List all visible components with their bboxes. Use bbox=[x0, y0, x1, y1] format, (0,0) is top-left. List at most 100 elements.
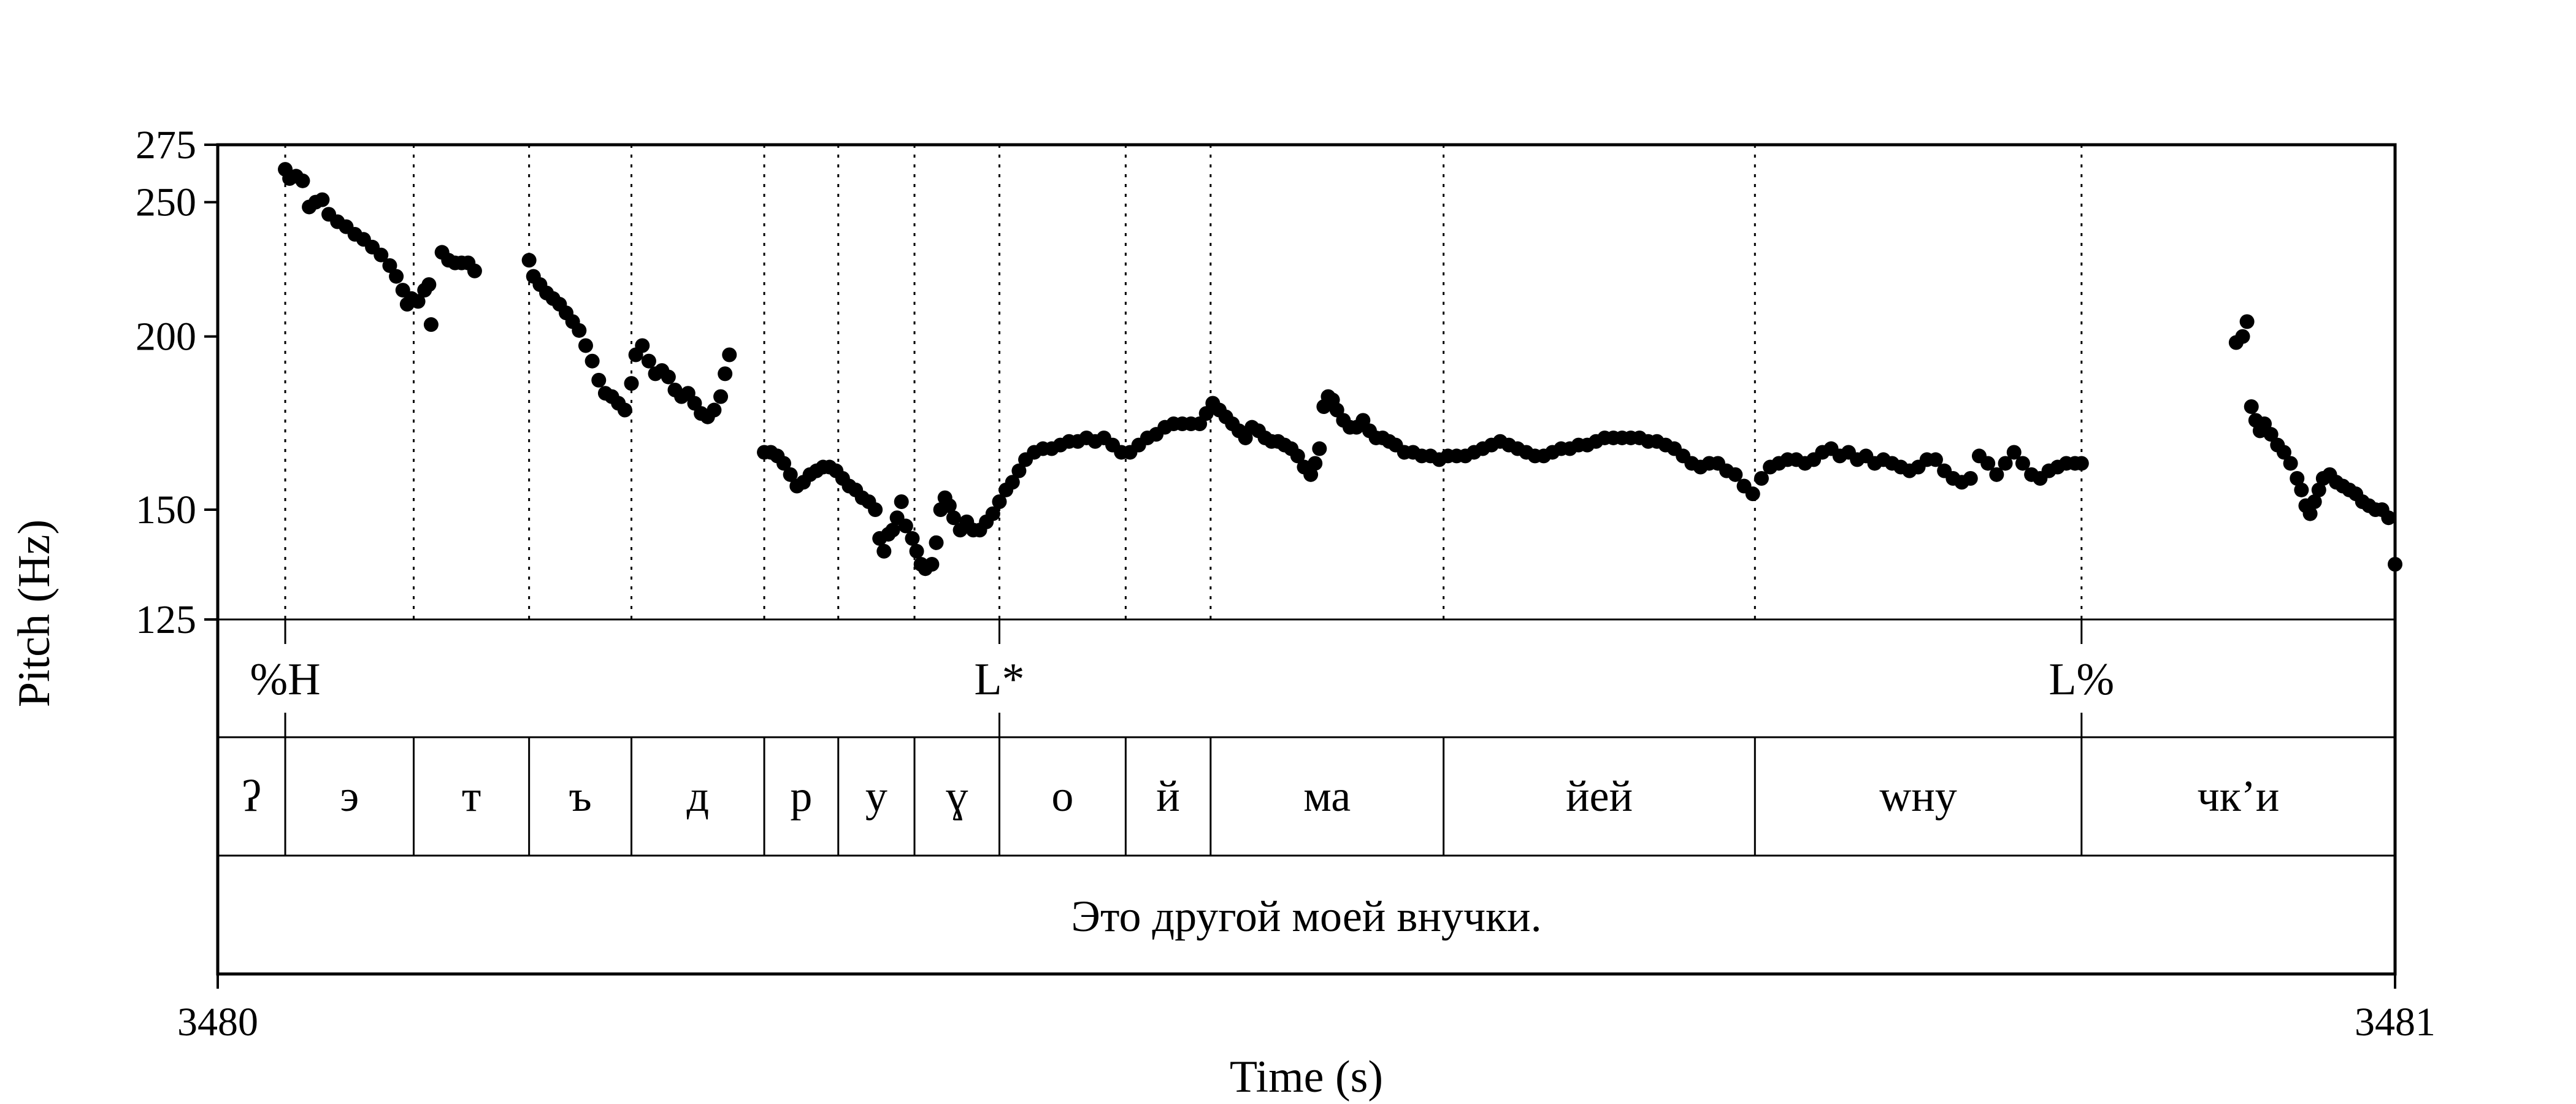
pitch-point bbox=[1928, 452, 1943, 467]
segment-label: у bbox=[865, 772, 887, 821]
tone-label: L% bbox=[2049, 654, 2114, 705]
segment-label: wну bbox=[1879, 772, 1957, 821]
pitch-point bbox=[868, 502, 883, 518]
pitch-point bbox=[1312, 441, 1327, 456]
segment-label: д bbox=[686, 772, 709, 821]
pitch-point bbox=[2307, 494, 2322, 510]
pitch-point bbox=[992, 494, 1007, 510]
x-tick-label: 3481 bbox=[2355, 1000, 2436, 1045]
pitch-point bbox=[898, 518, 913, 534]
pitch-point bbox=[2239, 314, 2255, 329]
pitch-point bbox=[783, 467, 798, 482]
pitch-point bbox=[1989, 467, 2004, 482]
pitch-point bbox=[2311, 482, 2326, 497]
annotation-tiers: %H L* L% ʔ э т ъ д р у ɣ о й ма йей wну чк’и Это другой м… bbox=[218, 619, 2395, 941]
segment-label: ɣ bbox=[946, 772, 968, 821]
segment-label: ʔ bbox=[242, 772, 261, 821]
pitch-point bbox=[585, 353, 600, 369]
pitch-point bbox=[1980, 456, 1996, 471]
pitch-point bbox=[295, 173, 310, 188]
pitch-point bbox=[2290, 471, 2305, 486]
segment-label: э bbox=[340, 772, 359, 821]
pitch-point bbox=[423, 317, 439, 332]
x-axis-title: Time (s) bbox=[1230, 1052, 1383, 1102]
pitch-point bbox=[905, 531, 920, 546]
y-tick-label: 250 bbox=[136, 180, 196, 225]
pitch-point bbox=[713, 389, 729, 404]
pitch-point bbox=[421, 277, 437, 293]
segment-label: ъ bbox=[569, 772, 591, 821]
y-tick-label: 275 bbox=[136, 123, 196, 167]
pitch-point bbox=[1998, 456, 2013, 471]
pitch-point bbox=[946, 510, 961, 526]
pitch-point bbox=[2015, 456, 2030, 471]
pitch-point bbox=[1963, 471, 1978, 486]
y-tick-label: 125 bbox=[136, 597, 196, 642]
pitch-point bbox=[985, 506, 1000, 521]
pitch-point bbox=[776, 456, 791, 471]
pitch-point bbox=[924, 557, 940, 572]
pitch-point bbox=[2244, 399, 2259, 415]
pitch-point bbox=[722, 347, 737, 362]
pitch-point bbox=[718, 366, 733, 381]
pitch-point bbox=[2294, 482, 2309, 497]
segment-label: чк’и bbox=[2198, 772, 2280, 821]
pitch-point bbox=[1290, 448, 1305, 464]
pitch-point bbox=[707, 402, 722, 418]
pitch-point bbox=[894, 494, 909, 510]
pitch-point bbox=[2283, 456, 2298, 471]
pitch-point bbox=[2257, 416, 2272, 431]
segment-label: й bbox=[1156, 772, 1180, 821]
pitch-point bbox=[315, 192, 330, 207]
pitch-point bbox=[389, 269, 404, 284]
pitch-point bbox=[1005, 475, 1020, 490]
segment-label: йей bbox=[1566, 772, 1633, 821]
sentence-label: Это другой моей внучки. bbox=[1071, 892, 1541, 941]
pitch-point bbox=[885, 523, 900, 538]
pitch-point bbox=[410, 294, 426, 309]
pitch-point bbox=[941, 498, 957, 513]
axes: 125 150 200 250 275 3480 3481 bbox=[136, 123, 2436, 1045]
pitch-point bbox=[2263, 427, 2279, 442]
pitch-point bbox=[578, 338, 593, 353]
y-axis-title: Pitch (Hz) bbox=[9, 519, 59, 707]
segment-label: т bbox=[462, 772, 481, 821]
pitch-point bbox=[1303, 467, 1319, 482]
pitch-point bbox=[521, 253, 537, 268]
boundary-lines bbox=[284, 145, 2083, 619]
pitch-point bbox=[909, 543, 924, 559]
pitch-point bbox=[1355, 413, 1371, 428]
pitch-point bbox=[1011, 463, 1027, 478]
pitch-point bbox=[624, 376, 639, 391]
pitch-point bbox=[661, 369, 676, 385]
pitch-point bbox=[876, 543, 892, 559]
pitch-point bbox=[2074, 456, 2089, 471]
y-tick-label: 150 bbox=[136, 488, 196, 532]
pitch-point bbox=[2006, 445, 2022, 460]
pitch-point bbox=[2381, 510, 2396, 526]
pitch-contour-points bbox=[278, 162, 2402, 577]
pitch-point bbox=[1728, 467, 1743, 482]
pitch-point bbox=[635, 338, 650, 353]
pitch-point bbox=[641, 353, 656, 369]
pitch-point bbox=[1238, 430, 1253, 445]
pitch-point bbox=[2302, 506, 2318, 521]
x-tick-label: 3480 bbox=[177, 1000, 258, 1045]
pitch-point bbox=[382, 258, 397, 273]
pitch-point bbox=[2235, 329, 2250, 344]
y-tick-label: 200 bbox=[136, 315, 196, 359]
segment-label: ма bbox=[1303, 772, 1351, 821]
tone-label: %H bbox=[250, 654, 321, 705]
segment-label: р bbox=[790, 772, 812, 821]
pitch-point bbox=[617, 402, 632, 418]
pitch-point bbox=[572, 323, 587, 338]
pitch-point bbox=[467, 263, 482, 278]
plot-frame bbox=[216, 143, 2397, 976]
pitch-point bbox=[374, 247, 389, 263]
pitch-point bbox=[929, 535, 944, 550]
pitch-point bbox=[591, 372, 607, 388]
tone-label: L* bbox=[974, 654, 1024, 705]
pitch-point bbox=[1308, 456, 1323, 471]
pitch-point bbox=[1754, 471, 1769, 486]
